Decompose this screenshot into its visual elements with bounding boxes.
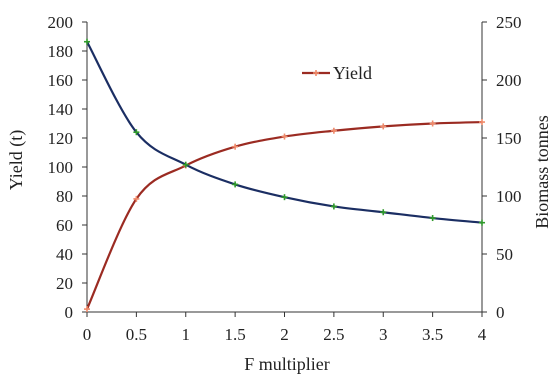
- x-axis-title: F multiplier: [244, 354, 330, 374]
- chart-series: [84, 38, 485, 313]
- x-tick-label: 3.5: [422, 325, 443, 344]
- x-tick-label: 1: [182, 325, 191, 344]
- x-tick-label: 3: [379, 325, 388, 344]
- y-right-tick-label: 150: [496, 129, 522, 148]
- chart-legend: Yield: [302, 63, 372, 83]
- chart-axes: [86, 22, 483, 313]
- x-tick-label: 0.5: [126, 325, 147, 344]
- x-tick-label: 0: [83, 325, 92, 344]
- y-right-tick-label: 50: [496, 245, 513, 264]
- series-1: [84, 119, 485, 313]
- y-right-tick-label: 0: [496, 303, 505, 322]
- y-axis-right-title: Biomass tonnes: [532, 115, 552, 229]
- y-left-tick-label: 60: [56, 216, 73, 235]
- y-left-tick-label: 20: [56, 274, 73, 293]
- y-left-tick-label: 40: [56, 245, 73, 264]
- x-tick-label: 2: [280, 325, 289, 344]
- x-tick-label: 4: [478, 325, 487, 344]
- x-tick-label: 1.5: [225, 325, 246, 344]
- y-left-tick-label: 100: [48, 158, 74, 177]
- y-left-tick-label: 200: [48, 13, 74, 32]
- y-left-tick-label: 140: [48, 100, 74, 119]
- x-tick-label: 2.5: [323, 325, 344, 344]
- y-left-tick-label: 160: [48, 71, 74, 90]
- series-line: [85, 120, 483, 310]
- y-right-tick-label: 200: [496, 71, 522, 90]
- series-2: [84, 38, 485, 226]
- y-right-tick-label: 250: [496, 13, 522, 32]
- y-right-tick-label: 100: [496, 187, 522, 206]
- y-left-tick-label: 120: [48, 129, 74, 148]
- y-left-tick-label: 80: [56, 187, 73, 206]
- chart-ticks: 0 0.5 1 1.5 2 2.5 3 3.5 402040608010012014016018…: [48, 13, 522, 344]
- y-left-tick-label: 180: [48, 42, 74, 61]
- legend-label: Yield: [333, 63, 372, 83]
- y-axis-left-title: Yield (t): [6, 130, 27, 191]
- y-left-tick-label: 0: [65, 303, 74, 322]
